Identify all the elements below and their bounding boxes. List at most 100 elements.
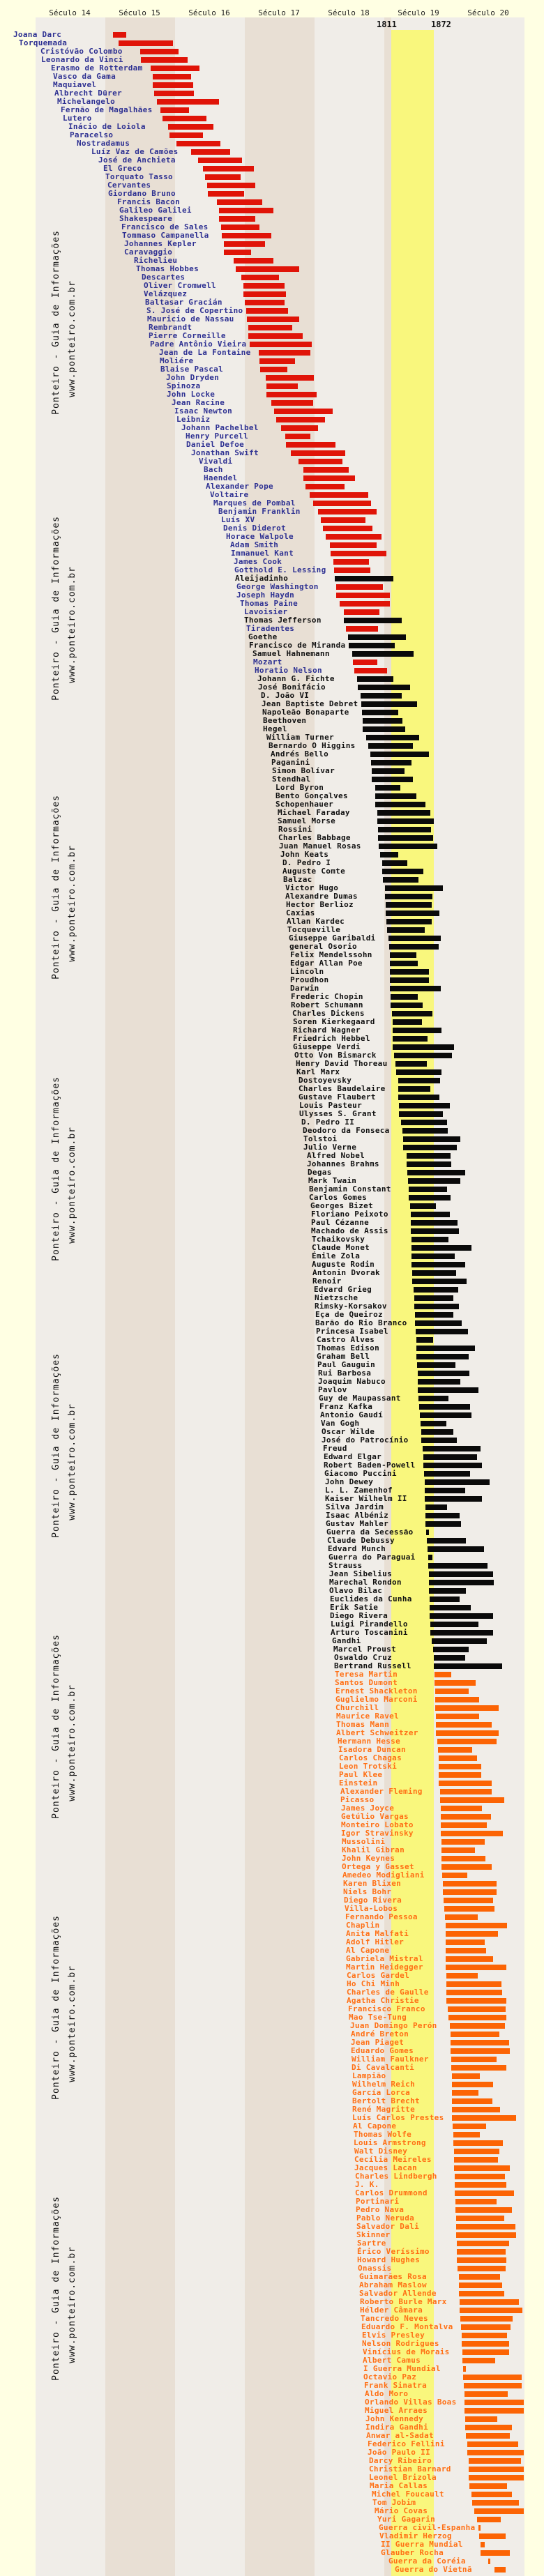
row-name-label: Karl Marx (296, 1067, 340, 1076)
lifespan-bar (418, 1396, 448, 1401)
lifespan-bar (346, 626, 378, 632)
lifespan-bar (460, 2316, 513, 2322)
lifespan-bar (266, 375, 314, 381)
lifespan-bar (462, 2358, 495, 2363)
lifespan-bar (465, 2425, 512, 2430)
row-name-label: Jonathan Swift (191, 448, 259, 457)
row-name-label: Johann G. Fichte (257, 674, 335, 683)
lifespan-bar (434, 1663, 502, 1669)
row-name-label: Louis Pasteur (299, 1101, 362, 1110)
lifespan-bar (432, 1638, 487, 1644)
lifespan-bar (419, 1404, 470, 1410)
row-name-label: Howard Hughes (357, 2255, 420, 2264)
row-name-label: André Breton (351, 2029, 409, 2038)
row-name-label: Spinoza (167, 381, 201, 390)
sidebar-vertical-text-url: www.ponteiro.com.br (67, 566, 77, 683)
lifespan-bar (219, 216, 255, 222)
row-name-label: Degas (308, 1168, 332, 1177)
lifespan-bar (168, 124, 213, 130)
lifespan-bar (248, 325, 292, 330)
sidebar-vertical-text-ponteiro: Ponteiro - Guia de Informações (51, 1076, 61, 1261)
lifespan-bar (393, 1044, 454, 1050)
lifespan-bar (455, 2182, 506, 2188)
lifespan-bar (461, 2324, 511, 2330)
row-name-label: Renoir (312, 1276, 342, 1286)
row-name-label: Silva Jardim (326, 1502, 384, 1511)
row-name-label: Albert Camus (363, 2356, 421, 2365)
lifespan-bar (462, 2341, 509, 2347)
row-name-label: Robert Schumann (291, 1000, 363, 1009)
row-name-label: Galileo Galilei (119, 206, 192, 215)
lifespan-bar (428, 1563, 488, 1569)
lifespan-bar (286, 442, 335, 448)
row-name-label: Joaquim Nabuco (318, 1377, 386, 1386)
lifespan-bar (446, 1923, 507, 1928)
row-name-label: Giordano Bruno (108, 189, 176, 198)
century-stripe (105, 17, 175, 2576)
row-name-label: Roberto Burle Marx (360, 2297, 447, 2306)
row-name-label: Bertolt Brecht (352, 2096, 420, 2105)
lifespan-bar (363, 726, 405, 732)
row-name-label: Edward Elgar (324, 1452, 382, 1461)
lifespan-bar (236, 266, 299, 272)
row-name-label: Benjamin Constant (309, 1184, 391, 1194)
lifespan-bar (285, 434, 310, 439)
lifespan-bar (391, 994, 418, 1000)
lifespan-bar (446, 1990, 502, 1995)
row-name-label: Karen Blixen (343, 1879, 402, 1888)
lifespan-bar (455, 2207, 512, 2213)
row-name-label: Paul Gauguin (317, 1360, 376, 1369)
row-name-label: Adam Smith (230, 540, 279, 549)
lifespan-bar (248, 333, 303, 339)
row-name-label: Edvard Grieg (314, 1285, 372, 1294)
row-name-label: Teresa Martin (335, 1670, 398, 1679)
lifespan-bar (469, 2475, 524, 2480)
row-name-label: Pierre Corneille (149, 331, 226, 340)
lifespan-bar (387, 927, 425, 933)
row-name-label: Allan Kardec (287, 917, 345, 926)
lifespan-bar (246, 308, 288, 314)
lifespan-bar (436, 1730, 499, 1736)
lifespan-bar (446, 1981, 501, 1987)
lifespan-bar (259, 350, 310, 356)
row-name-label: Charles Dickens (292, 1009, 365, 1018)
lifespan-bar (219, 208, 273, 213)
row-name-label: Richard Wagner (293, 1026, 361, 1035)
century-header-label: Século 20 (467, 8, 509, 17)
row-name-label: Tolstoi (303, 1134, 338, 1143)
lifespan-bar (446, 1965, 506, 1970)
lifespan-bar (198, 158, 242, 163)
row-name-label: Walt Disney (354, 2147, 408, 2156)
lifespan-bar (361, 701, 417, 707)
lifespan-bar (305, 484, 345, 489)
lifespan-bar (471, 2492, 512, 2497)
lifespan-bar (385, 894, 432, 899)
row-name-label: Kaiser Wilhelm II (325, 1494, 407, 1503)
row-name-label: Nietzsche (315, 1293, 358, 1302)
lifespan-bar (372, 777, 413, 782)
row-name-label: Luís XV (221, 515, 255, 524)
row-name-label: Immanuel Kant (231, 549, 294, 558)
row-name-label: Claude Monet (312, 1243, 370, 1252)
row-name-label: Luigi Pirandello (331, 1619, 408, 1629)
lifespan-bar (435, 1689, 469, 1694)
lifespan-bar (336, 584, 383, 590)
lifespan-bar (151, 66, 199, 71)
lifespan-bar (439, 1781, 492, 1786)
row-name-label: Igor Stravinsky (341, 1829, 414, 1838)
lifespan-bar (169, 132, 203, 138)
row-name-label: Antonin Dvorak (312, 1268, 380, 1277)
century-header-label: Século 16 (188, 8, 230, 17)
row-name-label: D. Pedro II (301, 1118, 355, 1127)
row-name-label: Mao Tse-Tung (349, 2013, 407, 2022)
lifespan-bar (421, 1429, 453, 1435)
lifespan-bar (260, 367, 287, 372)
lifespan-bar (446, 1939, 485, 1945)
row-name-label: Ernest Shackleton (335, 1686, 418, 1695)
lifespan-bar (448, 2006, 506, 2012)
lifespan-bar (243, 283, 285, 289)
row-name-label: Graham Bell (317, 1352, 370, 1361)
row-name-label: Paracelso (70, 130, 114, 139)
lifespan-bar (378, 835, 433, 841)
row-name-label: Juan Manuel Rosas (279, 841, 361, 851)
